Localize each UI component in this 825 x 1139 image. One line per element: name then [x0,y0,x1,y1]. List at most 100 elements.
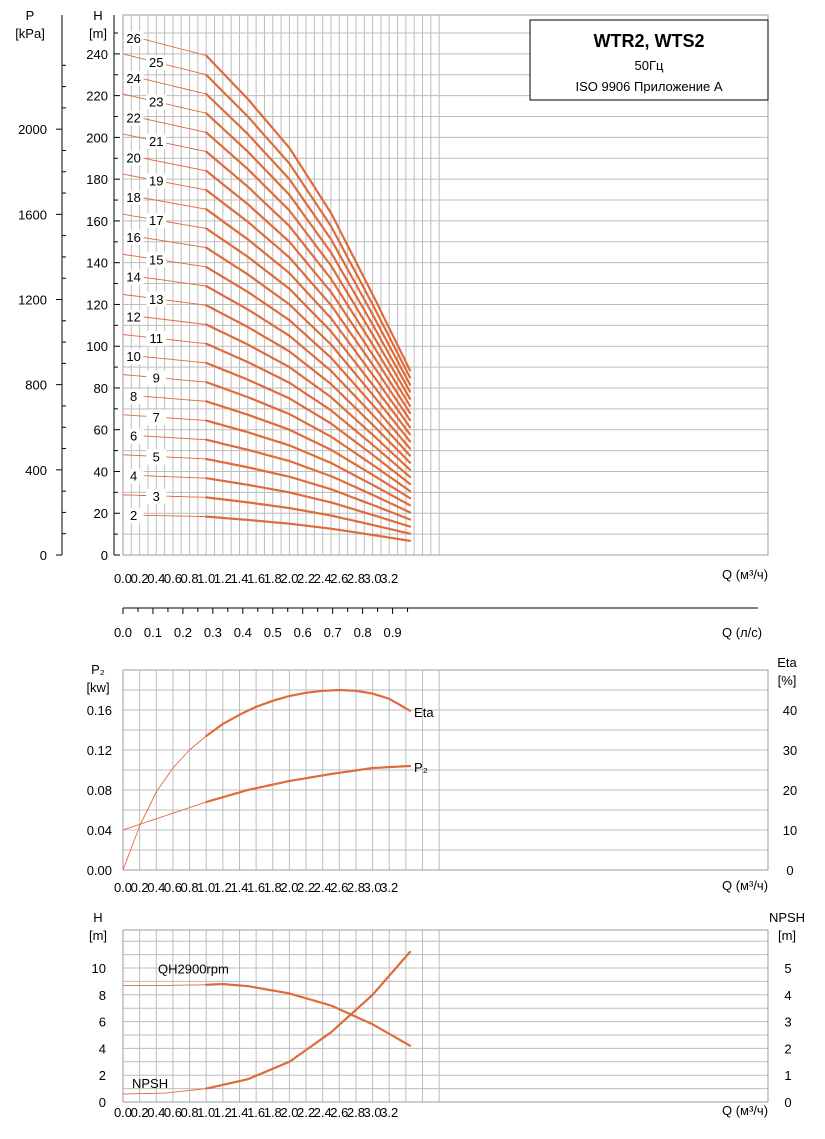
q-m3h-tick-label: 1.0 [197,571,215,586]
stage-label-3: 3 [153,489,160,504]
qh-curve-stage-23 [205,112,412,393]
stage-label-bg [146,410,167,426]
stage-label-bg [123,31,144,47]
q-tick-label-2: 3.2 [380,880,398,895]
stage-label-20: 20 [126,150,140,165]
pressure-tick-label: 400 [25,463,47,478]
title-series: WTR2, WTS2 [594,31,705,51]
stage-label-bg [146,252,167,268]
q-tick-label-2: 2.0 [280,880,298,895]
q-tick-label-3: 1.6 [247,1105,265,1120]
q-ls-tick-label: 0.3 [204,625,222,640]
npsh-curve-thin [122,1088,207,1095]
stage-label-9: 9 [153,371,160,386]
qh2900-series-label: QH2900rpm [158,961,229,976]
q-tick-label-2: 1.2 [214,880,232,895]
qh-curve-stage-26 [205,54,412,372]
head-tick-label: 180 [86,172,108,187]
q-tick-label-3: 1.0 [197,1105,215,1120]
qh-curve-stage-10 [205,361,412,486]
qh-curve-stage-25 [205,73,412,379]
pressure-tick-label: 800 [25,378,47,393]
npsh-panel: QH2900rpm NPSH 0 2 4 6 8 10 0 1 2 3 4 5 0.00.20.40.60… [89,910,805,1120]
q-tick-label-3: 1.2 [214,1105,232,1120]
q-tick-label-3: 3.0 [364,1105,382,1120]
q-tick-label-3: 0.4 [147,1105,165,1120]
qh-curve-stage-17 [205,227,412,436]
q-tick-label-3: 1.4 [230,1105,248,1120]
stage-label-bg [123,110,144,126]
pressure-axis-label: P [26,8,35,23]
qh-curve-stage-15 [205,265,412,450]
stage-label-bg [123,190,144,206]
qh-curve-stage-9 [205,381,412,493]
plot-frame [122,929,769,1103]
qh-curve-stage-12 [205,323,412,471]
qh-curve-stage-24 [205,92,412,386]
q-m3h-tick-label: 0.6 [164,571,182,586]
head-tick-label: 60 [94,423,108,438]
npsh-axis-unit: [m] [778,928,796,943]
plot-frame [122,14,769,556]
stage-label-6: 6 [130,429,137,444]
stage-label-bg [123,229,144,245]
npsh-curve [205,950,412,1090]
stage-label-bg [123,468,144,484]
head-axis-label: H [93,8,102,23]
h-tick-label-3: 2 [99,1068,106,1083]
eta-series-label: Eta [414,705,434,720]
p2-series-label: P₂ [414,760,428,775]
stage-label-21: 21 [149,134,163,149]
qh-curve-stage-13 [205,304,412,464]
npsh-grid [122,929,769,1103]
eta-tick-label: 30 [783,743,797,758]
qh-curve-stage-2 [205,515,412,542]
npsh-axis-label: NPSH [769,910,805,925]
qh-curve-stage-22 [205,131,412,400]
h-axis-unit-3: [m] [89,928,107,943]
q-m3h-tick-label: 2.8 [347,571,365,586]
q-tick-label-3: 3.2 [380,1105,398,1120]
h-tick-label-3: 8 [99,988,106,1003]
stage-label-bg [146,370,167,386]
q-ls-tick-label: 0.0 [114,625,132,640]
q-tick-label-3: 0.8 [181,1105,199,1120]
stage-label-bg [146,173,167,189]
q-m3h-tick-label: 1.8 [264,571,282,586]
qh-curves [122,33,412,542]
pressure-tick-label: 1600 [18,207,47,222]
stage-label-22: 22 [126,111,140,126]
stage-label-26: 26 [126,31,140,46]
q-tick-label-2: 1.8 [264,880,282,895]
stage-label-bg [146,291,167,307]
stage-label-23: 23 [149,95,163,110]
h-tick-label-3: 10 [92,961,106,976]
q-m3h-tick-label: 0.4 [147,571,165,586]
eta-axis-unit: [%] [778,673,797,688]
stage-label-bg [123,70,144,86]
q-m3h-tick-label: 2.6 [330,571,348,586]
p2-tick-label: 0.12 [87,743,112,758]
qh-curve-stage-16 [205,246,412,443]
q-m3h-tick-label: 2.4 [314,571,332,586]
qh-curve-stage-7 [205,419,412,507]
q-m3h-axis-label: Q (м³/ч) [722,567,768,582]
q-m3h-tick-label: 0.2 [131,571,149,586]
h-tick-label-3: 4 [99,1041,106,1056]
h-axis-label-3: H [93,910,102,925]
stage-label-4: 4 [130,468,137,483]
npsh-tick-label: 1 [784,1068,791,1083]
stage-label-bg [146,94,167,110]
qh-curve-stage-20 [205,169,412,415]
head-tick-label: 160 [86,214,108,229]
q-ls-tick-label: 0.7 [324,625,342,640]
q-tick-label-2: 0.8 [181,880,199,895]
plot-frame [122,669,769,871]
q-tick-label-3: 2.4 [314,1105,332,1120]
q-m3h-tick-label: 0.8 [181,571,199,586]
stage-label-12: 12 [126,309,140,324]
qh-curve-stage-3 [205,496,412,535]
stage-label-bg [123,150,144,166]
npsh-axes: 0 2 4 6 8 10 0 1 2 3 4 5 0.00.20.40.60.81.01.21.41.6… [92,961,792,1120]
